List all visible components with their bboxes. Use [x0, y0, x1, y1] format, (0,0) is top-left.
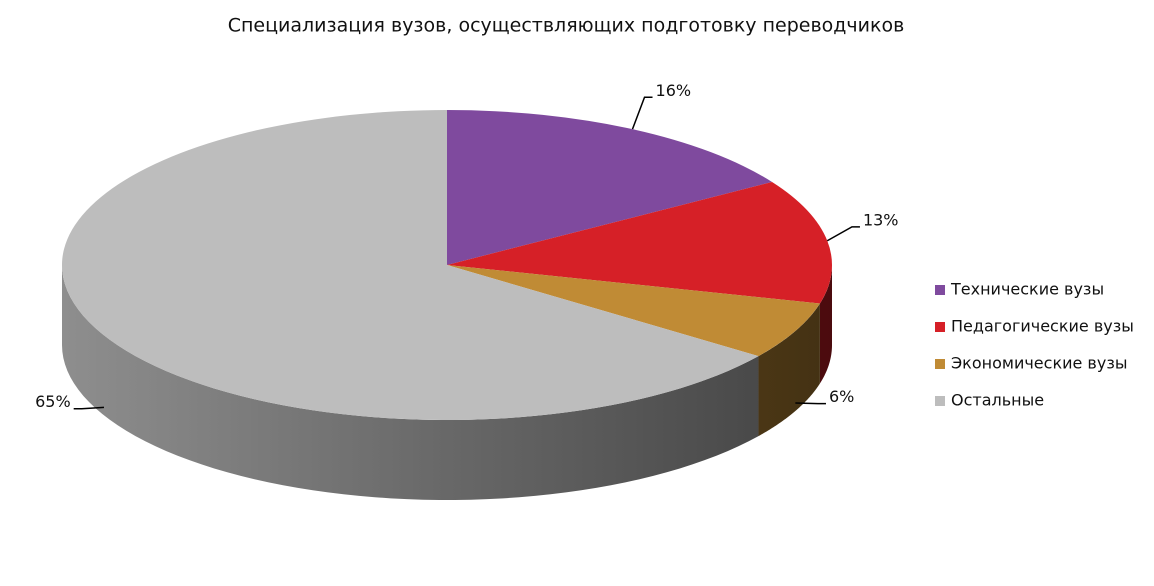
- pie-slice: [447, 110, 773, 265]
- slice-side: [62, 265, 759, 500]
- slice-top: [447, 110, 773, 265]
- legend-swatch: [935, 322, 945, 332]
- slice-top: [447, 181, 832, 304]
- slice-side: [758, 303, 820, 437]
- leader-line: [73, 406, 105, 410]
- legend-label: Экономические вузы: [951, 354, 1127, 373]
- pie-slice: [447, 265, 820, 437]
- slice-top: [61, 110, 759, 420]
- leader-line: [631, 96, 653, 130]
- legend-label: Педагогические вузы: [951, 317, 1134, 336]
- data-label: 6%: [829, 387, 854, 406]
- leader-line: [795, 402, 826, 405]
- pie-slice: [61, 110, 759, 500]
- legend-swatch: [935, 396, 945, 406]
- legend-swatch: [935, 285, 945, 295]
- pie-slice: [447, 181, 832, 384]
- legend-swatch: [935, 359, 945, 369]
- slice-top: [447, 265, 820, 357]
- data-label: 13%: [863, 210, 899, 229]
- leader-line: [826, 226, 860, 242]
- data-label: 65%: [35, 392, 71, 411]
- legend-label: Технические вузы: [950, 280, 1104, 299]
- slice-side: [819, 265, 832, 384]
- data-label: 16%: [656, 81, 692, 100]
- chart-title: Специализация вузов, осуществляющих подг…: [228, 15, 905, 37]
- legend-label: Остальные: [951, 391, 1044, 410]
